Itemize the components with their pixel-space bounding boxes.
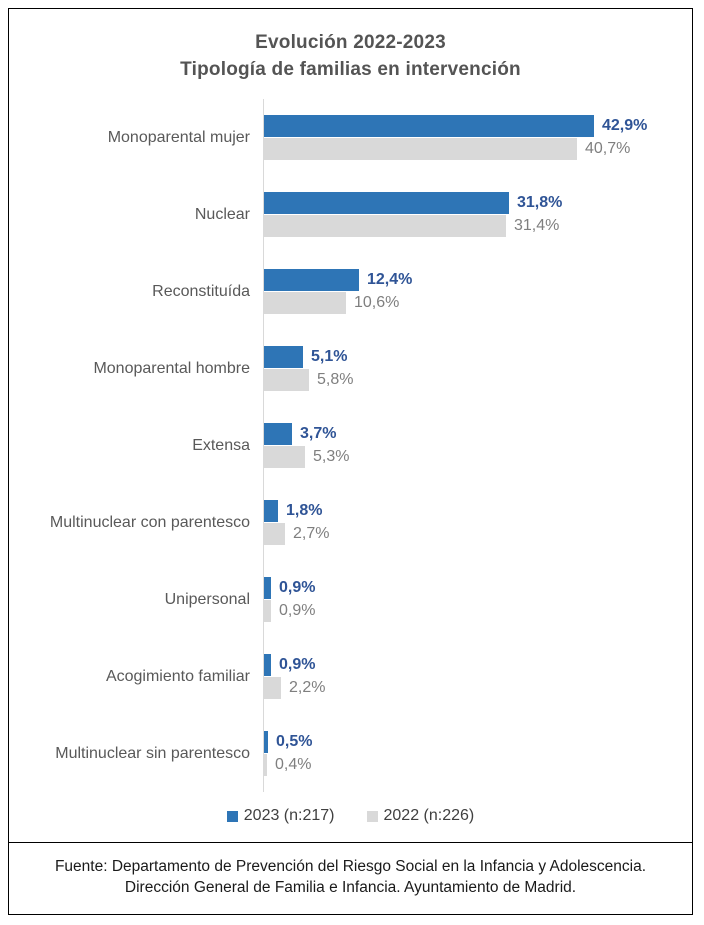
- bar-2023: [264, 115, 594, 137]
- bar-line-2023: 0,5%: [264, 731, 692, 753]
- bar-line-2022: 10,6%: [264, 292, 692, 314]
- bar-2022: [264, 600, 271, 622]
- footer-divider: [9, 842, 692, 843]
- bar-2022: [264, 523, 285, 545]
- category-row: Acogimiento familiar 0,9% 2,2%: [9, 638, 692, 715]
- bar-line-2023: 12,4%: [264, 269, 692, 291]
- category-label: Nuclear: [194, 205, 250, 223]
- value-label-2023: 1,8%: [286, 502, 323, 519]
- bar-line-2022: 2,7%: [264, 523, 692, 545]
- category-label: Multinuclear sin parentesco: [55, 744, 250, 762]
- value-label-2022: 2,2%: [289, 679, 326, 696]
- category-label: Unipersonal: [164, 590, 250, 608]
- value-label-2022: 2,7%: [293, 525, 330, 542]
- category-bars: 0,5% 0,4%: [263, 715, 692, 792]
- category-row: Reconstituída 12,4% 10,6%: [9, 253, 692, 330]
- legend-item: 2023 (n:217): [226, 807, 335, 825]
- value-label-2023: 5,1%: [311, 348, 348, 365]
- category-bars: 12,4% 10,6%: [263, 253, 692, 330]
- category-row: Monoparental hombre 5,1% 5,8%: [9, 330, 692, 407]
- bar-line-2022: 40,7%: [264, 138, 692, 160]
- value-label-2022: 40,7%: [585, 140, 631, 157]
- bar-2022: [264, 292, 346, 314]
- bar-line-2022: 5,3%: [264, 446, 692, 468]
- bar-chart: Monoparental mujer 42,9% 40,7% Nuclear 3…: [9, 99, 692, 792]
- bar-line-2023: 0,9%: [264, 577, 692, 599]
- bar-2022: [264, 677, 281, 699]
- category-bars: 31,8% 31,4%: [263, 176, 692, 253]
- category-row: Extensa 3,7% 5,3%: [9, 407, 692, 484]
- value-label-2022: 31,4%: [514, 217, 560, 234]
- value-label-2022: 0,4%: [275, 756, 312, 773]
- bar-2022: [264, 369, 309, 391]
- category-label: Monoparental hombre: [93, 359, 250, 377]
- value-label-2023: 0,9%: [279, 579, 316, 596]
- value-label-2023: 12,4%: [367, 271, 413, 288]
- bar-2023: [264, 654, 271, 676]
- legend: 2023 (n:217) 2022 (n:226): [9, 804, 692, 828]
- category-bars: 0,9% 0,9%: [263, 561, 692, 638]
- value-label-2023: 0,5%: [276, 733, 313, 750]
- value-label-2022: 5,8%: [317, 371, 354, 388]
- bar-2023: [264, 346, 303, 368]
- chart-title-line-1: Evolución 2022-2023: [255, 32, 446, 53]
- value-label-2022: 10,6%: [354, 294, 400, 311]
- chart-plot-area: Monoparental mujer 42,9% 40,7% Nuclear 3…: [9, 99, 692, 792]
- bar-line-2023: 42,9%: [264, 115, 692, 137]
- bar-2023: [264, 500, 278, 522]
- category-bars: 3,7% 5,3%: [263, 407, 692, 484]
- bar-2022: [264, 138, 577, 160]
- legend-item: 2022 (n:226): [366, 807, 475, 825]
- bar-line-2023: 3,7%: [264, 423, 692, 445]
- category-row: Multinuclear con parentesco 1,8% 2,7%: [9, 484, 692, 561]
- source-note: Fuente: Departamento de Prevención del R…: [54, 858, 647, 896]
- legend-swatch-icon: [366, 810, 378, 822]
- category-row: Multinuclear sin parentesco 0,5% 0,4%: [9, 715, 692, 792]
- bar-2023: [264, 731, 268, 753]
- category-label: Multinuclear con parentesco: [49, 513, 250, 531]
- legend-swatch-icon: [226, 810, 238, 822]
- bar-line-2022: 0,4%: [264, 754, 692, 776]
- bar-line-2023: 0,9%: [264, 654, 692, 676]
- bar-line-2022: 0,9%: [264, 600, 692, 622]
- bar-2022: [264, 215, 506, 237]
- bar-2023: [264, 269, 359, 291]
- value-label-2023: 42,9%: [602, 117, 648, 134]
- bar-line-2022: 5,8%: [264, 369, 692, 391]
- value-label-2022: 5,3%: [313, 448, 350, 465]
- bar-line-2022: 2,2%: [264, 677, 692, 699]
- category-label: Reconstituída: [152, 282, 250, 300]
- chart-title: Evolución 2022-2023 Tipología de familia…: [9, 9, 692, 83]
- bar-2022: [264, 754, 267, 776]
- chart-title-line-2: Tipología de familias en intervención: [180, 59, 521, 80]
- bar-2023: [264, 192, 509, 214]
- legend-label: 2022 (n:226): [383, 807, 475, 824]
- bar-2022: [264, 446, 305, 468]
- category-bars: 5,1% 5,8%: [263, 330, 692, 407]
- bar-line-2023: 5,1%: [264, 346, 692, 368]
- category-bars: 42,9% 40,7%: [263, 99, 692, 176]
- bar-line-2022: 31,4%: [264, 215, 692, 237]
- category-row: Nuclear 31,8% 31,4%: [9, 176, 692, 253]
- bar-2023: [264, 577, 271, 599]
- category-label: Monoparental mujer: [107, 128, 250, 146]
- legend-label: 2023 (n:217): [243, 807, 335, 824]
- category-label: Extensa: [192, 436, 250, 454]
- category-row: Monoparental mujer 42,9% 40,7%: [9, 99, 692, 176]
- category-bars: 1,8% 2,7%: [263, 484, 692, 561]
- category-label: Acogimiento familiar: [105, 667, 250, 685]
- value-label-2022: 0,9%: [279, 602, 316, 619]
- bar-2023: [264, 423, 292, 445]
- chart-frame: Evolución 2022-2023 Tipología de familia…: [8, 8, 693, 915]
- value-label-2023: 31,8%: [517, 194, 563, 211]
- value-label-2023: 3,7%: [300, 425, 337, 442]
- bar-line-2023: 31,8%: [264, 192, 692, 214]
- category-row: Unipersonal 0,9% 0,9%: [9, 561, 692, 638]
- category-bars: 0,9% 2,2%: [263, 638, 692, 715]
- value-label-2023: 0,9%: [279, 656, 316, 673]
- bar-line-2023: 1,8%: [264, 500, 692, 522]
